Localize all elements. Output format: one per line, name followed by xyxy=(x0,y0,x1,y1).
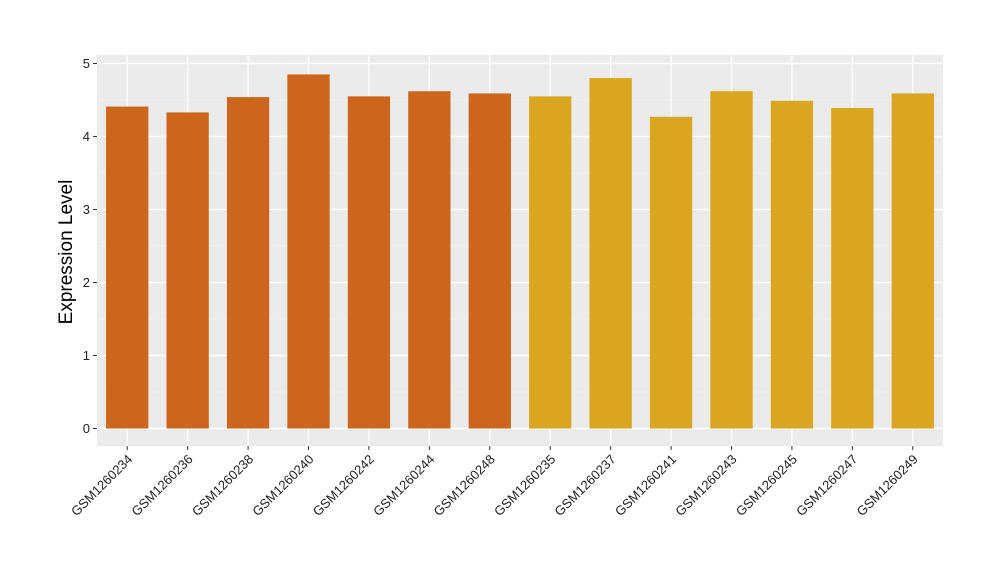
bar-GSM1260234 xyxy=(106,106,149,429)
y-tick-label: 1 xyxy=(83,348,90,363)
bar-GSM1260245 xyxy=(770,100,814,429)
bar-GSM1260236 xyxy=(166,112,209,429)
y-tick-label: 4 xyxy=(83,129,90,144)
x-tick-label: GSM1260247 xyxy=(793,452,860,519)
y-tick-label: 0 xyxy=(83,421,90,436)
x-tick-label: GSM1260235 xyxy=(491,452,558,519)
bar-GSM1260238 xyxy=(226,97,270,429)
bar-GSM1260247 xyxy=(831,108,874,429)
bar-GSM1260241 xyxy=(649,116,693,429)
x-tick-label: GSM1260245 xyxy=(733,452,800,519)
bar-GSM1260242 xyxy=(347,96,391,429)
x-tick-label: GSM1260234 xyxy=(68,452,135,519)
x-tick-label: GSM1260248 xyxy=(431,452,498,519)
bar-GSM1260237 xyxy=(589,78,632,429)
x-tick-label: GSM1260237 xyxy=(551,452,618,519)
x-tick-label: GSM1260243 xyxy=(672,452,739,519)
y-tick-label: 2 xyxy=(83,275,90,290)
plot-panel xyxy=(97,55,943,446)
y-axis-title: Expression Level xyxy=(56,180,77,325)
x-tick-label: GSM1260242 xyxy=(310,452,377,519)
bars xyxy=(106,74,934,429)
x-tick-label: GSM1260244 xyxy=(370,452,437,519)
x-tick-label: GSM1260241 xyxy=(612,452,679,519)
y-tick-label: 3 xyxy=(83,202,90,217)
bar-GSM1260249 xyxy=(891,93,934,429)
x-tick-label: GSM1260236 xyxy=(128,452,195,519)
y-tick-label: 5 xyxy=(83,56,90,71)
bar-GSM1260235 xyxy=(529,96,572,429)
bar-GSM1260240 xyxy=(287,74,330,429)
bar-GSM1260248 xyxy=(468,93,511,429)
x-tick-label: GSM1260240 xyxy=(249,452,316,519)
x-tick-label: GSM1260238 xyxy=(189,452,256,519)
x-axis: GSM1260234GSM1260236GSM1260238GSM1260240… xyxy=(68,446,921,519)
bar-GSM1260243 xyxy=(710,91,753,429)
x-tick-label: GSM1260249 xyxy=(854,452,921,519)
bar-GSM1260244 xyxy=(408,91,451,429)
y-axis: 0 1 2 3 4 5 xyxy=(83,56,97,436)
